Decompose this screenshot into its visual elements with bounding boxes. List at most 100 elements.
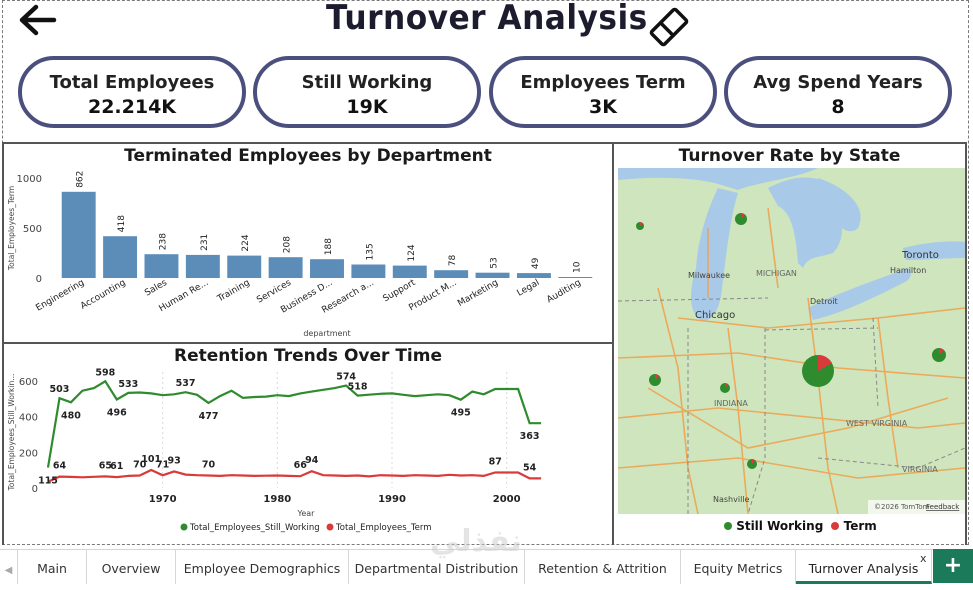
tab-departmental-distribution[interactable]: Departmental Distribution [349, 550, 525, 584]
map-pie-marker[interactable] [735, 213, 747, 225]
kpi-label: Employees Term [520, 72, 686, 93]
bar-data-label: 208 [283, 236, 293, 253]
line-data-label: 495 [451, 408, 471, 419]
kpi-label: Avg Spend Years [753, 72, 923, 93]
bar-category-label: Engineering [34, 278, 86, 314]
bar-5 [268, 257, 303, 278]
tab-main[interactable]: Main [18, 550, 87, 584]
bar-category-label: Support [381, 278, 417, 305]
bar-4 [227, 255, 262, 278]
bar-category-label: Accounting [79, 278, 128, 312]
legend-label-still-working: Still Working [736, 519, 824, 533]
page-title: Turnover Analysis [325, 0, 648, 38]
line-xtick: 2000 [493, 494, 521, 505]
map-feedback-link[interactable]: Feedback [926, 503, 960, 511]
map-land [618, 168, 965, 514]
bar-data-label: 49 [531, 257, 541, 269]
line-ytick: 400 [19, 413, 38, 424]
map-legend: Still Working Term [724, 519, 877, 533]
retention-line-chart[interactable]: Total_Employees_Still_Workin... 0 200 400 60… [4, 366, 610, 542]
line-ytick: 600 [19, 377, 38, 388]
lake-superior [618, 168, 818, 190]
tab-turnover-analysis[interactable]: Turnover Analysis [796, 550, 932, 584]
attribution-bg [868, 500, 965, 514]
kpi-label: Still Working [301, 72, 433, 93]
line-series-1 [47, 468, 542, 483]
bar-data-label: 418 [117, 215, 127, 232]
line-data-label: 101 [141, 454, 161, 465]
tab-employee-demographics[interactable]: Employee Demographics [176, 550, 349, 584]
bar-ytick: 500 [23, 224, 42, 235]
line-series-0 [46, 379, 542, 468]
bar-category-label: Training [215, 278, 252, 305]
map-pie-marker[interactable] [649, 374, 661, 386]
watermark-logo: نفذلي [430, 524, 522, 559]
line-xtick: 1980 [263, 494, 291, 505]
tab-close-icon[interactable]: x [920, 552, 927, 565]
kpi-value: 19K [346, 96, 388, 118]
legend-dot-still-working [724, 522, 732, 530]
map-attribution: ©2026 TomTom [874, 503, 930, 511]
bar-category-label: Sales [143, 278, 169, 299]
line-data-label: 518 [348, 382, 368, 393]
line-data-label: 598 [95, 367, 115, 378]
bar-data-label: 224 [241, 234, 251, 251]
label-chicago: Chicago [695, 310, 735, 321]
line-data-label: 477 [199, 411, 219, 422]
dept-bar-chart[interactable]: Total_Employees_Term 0 500 1000 862 Engineeri… [4, 168, 610, 340]
bar-data-label: 135 [365, 243, 375, 260]
back-arrow-icon[interactable] [16, 2, 60, 38]
bar-data-label: 10 [572, 261, 582, 273]
bar-data-label: 862 [76, 171, 86, 188]
georgian-bay [818, 178, 861, 232]
label-hamilton: Hamilton [890, 266, 926, 275]
add-page-button[interactable]: + [933, 549, 973, 583]
divider [2, 142, 967, 144]
bar-ylabel: Total_Employees_Term [7, 186, 16, 271]
kpi-value: 22.214K [87, 96, 177, 118]
lake-erie [808, 268, 911, 320]
line-xtick: 1970 [149, 494, 177, 505]
bar-ytick: 1000 [17, 174, 42, 185]
bar-3 [185, 254, 220, 278]
map-pie-marker[interactable] [747, 459, 757, 469]
map-pie-marker[interactable] [802, 354, 834, 387]
line-ytick: 0 [32, 484, 38, 495]
line-data-label: 503 [50, 384, 70, 395]
line-data-label: 64 [53, 461, 67, 472]
bar-10 [475, 272, 510, 278]
bar-category-label: Marketing [456, 278, 500, 309]
kpi-card-employees-term: Employees Term 3K [489, 56, 717, 128]
line-data-label: 496 [107, 407, 127, 418]
roads [618, 207, 965, 514]
map-pie-marker[interactable] [720, 383, 730, 393]
tab-retention-attrition[interactable]: Retention & Attrition [525, 550, 681, 584]
line-data-label: 54 [523, 462, 537, 473]
map-pie-marker[interactable] [636, 222, 644, 230]
line-data-label: 87 [489, 456, 502, 467]
map-title: Turnover Rate by State [678, 146, 901, 166]
bar-6 [310, 259, 344, 278]
line-legend-label: Total_Employees_Term [335, 523, 431, 533]
line-ytick: 200 [19, 448, 38, 459]
kpi-value: 3K [589, 96, 617, 118]
line-data-label: 93 [168, 455, 181, 466]
line-data-label: 70 [202, 460, 216, 471]
line-data-label: 61 [110, 461, 123, 472]
tab-equity-metrics[interactable]: Equity Metrics [681, 550, 796, 584]
bar-8 [392, 265, 427, 278]
bar-1 [103, 236, 138, 278]
line-xtick: 1990 [378, 494, 406, 505]
line-data-label: 71 [156, 459, 169, 470]
bar-0 [61, 191, 96, 278]
map-pie-marker[interactable] [932, 348, 946, 362]
bar-9 [434, 270, 469, 278]
bar-category-label: Auditing [545, 278, 583, 305]
line-data-label: 94 [305, 455, 319, 466]
eraser-icon[interactable] [646, 4, 692, 50]
turnover-map[interactable]: MICHIGAN Milwaukee Chicago Detroit Toron… [618, 168, 965, 514]
tab-scroll-left[interactable]: ◀ [0, 550, 18, 584]
bar-category-label: Legal [516, 278, 542, 299]
tab-overview[interactable]: Overview [87, 550, 176, 584]
label-detroit: Detroit [810, 297, 838, 306]
